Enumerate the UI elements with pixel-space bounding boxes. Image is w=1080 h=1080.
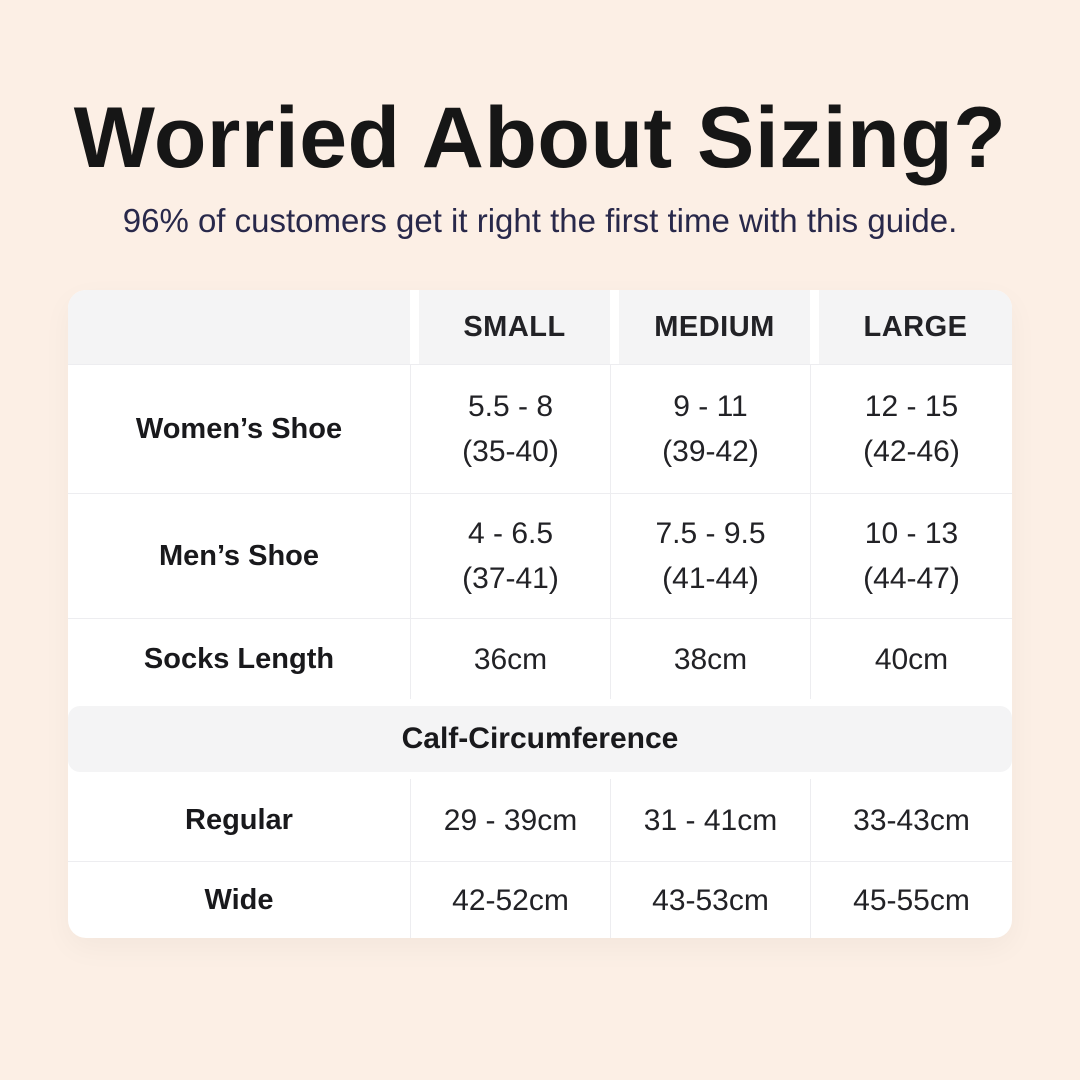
row-header-cell: Men’s Shoe bbox=[68, 494, 410, 618]
cell-subvalue: (41-44) bbox=[662, 562, 759, 596]
cell-value: 9 - 11 bbox=[673, 389, 748, 423]
table-row-womens-shoe: Women’s Shoe 5.5 - 8 (35-40) 9 - 11 (39-… bbox=[68, 365, 1012, 495]
cell-value: 12 - 15 bbox=[864, 389, 959, 423]
row-label: Men’s Shoe bbox=[158, 539, 320, 572]
cell-value: 33-43cm bbox=[853, 803, 970, 837]
table-cell: 36cm bbox=[410, 619, 610, 700]
cell-value: 7.5 - 9.5 bbox=[655, 516, 766, 550]
cell-subvalue: (42-46) bbox=[863, 435, 960, 469]
table-cell: 29 - 39cm bbox=[410, 779, 610, 862]
cell-value: 31 - 41cm bbox=[643, 803, 778, 837]
table-cell: 42-52cm bbox=[410, 862, 610, 939]
column-header-empty bbox=[68, 290, 410, 365]
cell-value: 42-52cm bbox=[452, 883, 569, 917]
column-header-label: SMALL bbox=[463, 310, 566, 343]
table-cell: 12 - 15 (42-46) bbox=[810, 365, 1012, 494]
row-label: Wide bbox=[204, 883, 274, 916]
cell-value: 10 - 13 bbox=[864, 516, 959, 550]
cell-value: 29 - 39cm bbox=[443, 803, 578, 837]
column-header-label: MEDIUM bbox=[654, 310, 775, 343]
row-label: Regular bbox=[185, 803, 293, 836]
row-header-cell: Wide bbox=[68, 862, 410, 938]
table-row-socks-length: Socks Length 36cm 38cm 40cm bbox=[68, 619, 1012, 700]
table-cell: 10 - 13 (44-47) bbox=[810, 494, 1012, 619]
table-header-row: SMALL MEDIUM LARGE bbox=[68, 290, 1012, 366]
row-label: Women’s Shoe bbox=[135, 412, 343, 445]
row-header-cell: Regular bbox=[68, 779, 410, 861]
cell-subvalue: (37-41) bbox=[462, 562, 559, 596]
page-title: Worried About Sizing? bbox=[73, 90, 1007, 186]
table-cell: 31 - 41cm bbox=[610, 779, 810, 862]
cell-value: 40cm bbox=[874, 642, 949, 676]
page-subtitle: 96% of customers get it right the first … bbox=[122, 202, 958, 240]
table-row-wide: Wide 42-52cm 43-53cm 45-55cm bbox=[68, 862, 1012, 939]
cell-value: 36cm bbox=[473, 642, 548, 676]
table-cell: 33-43cm bbox=[810, 779, 1012, 862]
cell-subvalue: (35-40) bbox=[462, 435, 559, 469]
cell-value: 45-55cm bbox=[853, 883, 970, 917]
cell-value: 43-53cm bbox=[652, 883, 769, 917]
cell-subvalue: (44-47) bbox=[863, 562, 960, 596]
column-header-medium: MEDIUM bbox=[619, 290, 810, 365]
table-cell: 4 - 6.5 (37-41) bbox=[410, 494, 610, 619]
table-cell: 43-53cm bbox=[610, 862, 810, 939]
column-header-small: SMALL bbox=[419, 290, 610, 365]
column-header-large: LARGE bbox=[819, 290, 1012, 365]
section-header-calf-circumference: Calf-Circumference bbox=[68, 706, 1012, 773]
cell-value: 5.5 - 8 bbox=[467, 389, 554, 423]
cell-value: 4 - 6.5 bbox=[467, 516, 554, 550]
table-row-mens-shoe: Men’s Shoe 4 - 6.5 (37-41) 7.5 - 9.5 (41… bbox=[68, 494, 1012, 620]
table-cell: 5.5 - 8 (35-40) bbox=[410, 365, 610, 494]
column-header-label: LARGE bbox=[863, 310, 968, 343]
table-row-regular: Regular 29 - 39cm 31 - 41cm 33-43cm bbox=[68, 779, 1012, 863]
cell-subvalue: (39-42) bbox=[662, 435, 759, 469]
table-cell: 38cm bbox=[610, 619, 810, 700]
sizing-table: SMALL MEDIUM LARGE Women’s Shoe 5.5 - 8 … bbox=[68, 290, 1012, 939]
table-cell: 7.5 - 9.5 (41-44) bbox=[610, 494, 810, 619]
table-cell: 45-55cm bbox=[810, 862, 1012, 939]
row-label: Socks Length bbox=[143, 642, 335, 675]
table-cell: 40cm bbox=[810, 619, 1012, 700]
table-cell: 9 - 11 (39-42) bbox=[610, 365, 810, 494]
row-header-cell: Socks Length bbox=[68, 619, 410, 699]
cell-value: 38cm bbox=[673, 642, 748, 676]
row-header-cell: Women’s Shoe bbox=[68, 365, 410, 493]
